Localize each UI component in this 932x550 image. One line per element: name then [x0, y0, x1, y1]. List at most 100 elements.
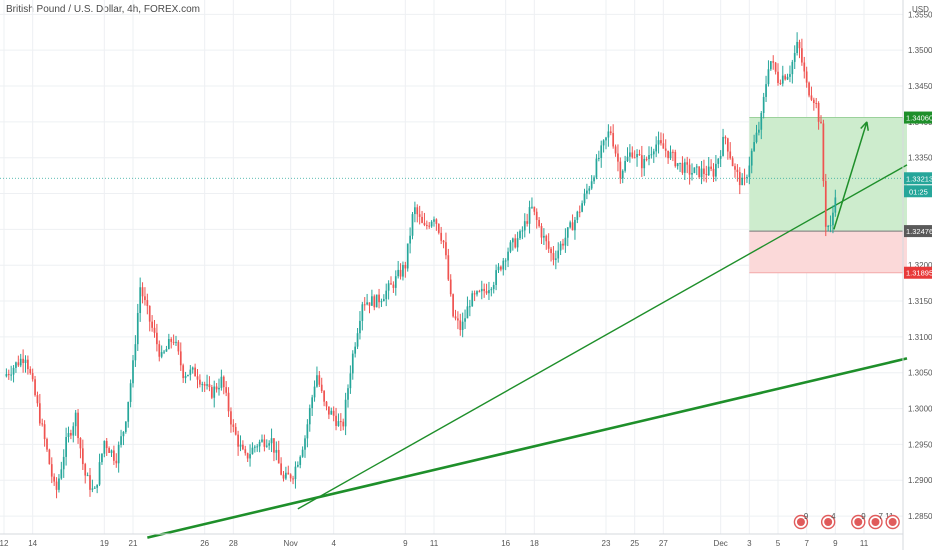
candle-body: [614, 146, 617, 154]
candle-body: [12, 367, 15, 375]
price-tick-label: 1.33500: [908, 154, 932, 163]
stop-price-label-box: [904, 266, 932, 279]
candle-body: [158, 344, 161, 357]
projection-arrow[interactable]: [833, 121, 869, 230]
candle-body: [789, 74, 791, 77]
candle-body: [588, 188, 591, 191]
candle-body: [640, 155, 643, 169]
candle-body: [103, 440, 106, 454]
candle-body: [719, 155, 722, 159]
candle-body: [748, 165, 751, 178]
event-badges[interactable]: 9 4 9 7 11: [793, 512, 900, 530]
candle-body: [433, 219, 435, 222]
candle-body: [404, 264, 407, 269]
candle-body: [796, 41, 798, 54]
candle-body: [667, 150, 669, 159]
candle-body: [351, 353, 354, 374]
candle-body: [519, 231, 521, 239]
candle-body: [454, 316, 457, 319]
candle-body: [349, 373, 352, 389]
candle-body: [402, 264, 404, 277]
candle-body: [504, 260, 507, 262]
candle-body: [478, 291, 481, 293]
candle-body: [774, 62, 777, 72]
candle-body: [220, 376, 223, 388]
candle-body: [423, 222, 426, 225]
candle-body: [201, 384, 204, 386]
candle-body: [191, 367, 194, 370]
arrow-head: [860, 121, 868, 129]
candle-body: [755, 132, 758, 143]
candle-body: [394, 276, 397, 288]
candle-body: [617, 153, 619, 162]
candle-body: [93, 487, 96, 489]
candle-body: [132, 360, 134, 384]
candle-body: [511, 238, 514, 243]
candle-body: [765, 84, 767, 97]
candle-body: [294, 466, 297, 480]
candle-body: [812, 99, 815, 104]
candle-body: [53, 476, 56, 482]
candle-body: [225, 387, 228, 393]
candle-body: [50, 464, 53, 477]
candle-body: [437, 223, 440, 233]
candle-body: [808, 82, 810, 96]
candle-body: [194, 367, 196, 377]
time-tick-label: 5: [776, 539, 781, 548]
candle-body: [249, 454, 251, 459]
candle-body: [440, 232, 443, 241]
candle-body: [655, 144, 658, 152]
candle-body: [710, 166, 712, 169]
candle-body: [332, 410, 335, 416]
candle-body: [447, 255, 450, 280]
candle-body: [695, 166, 698, 168]
candle-body: [683, 162, 686, 173]
trendlines[interactable]: [147, 164, 908, 539]
price-labels: 1.34060 1.33213 1.32476 1.31895 01:25: [904, 111, 932, 279]
candle-body: [134, 344, 137, 361]
time-tick-label: 3: [747, 539, 752, 548]
candle-body: [27, 359, 29, 370]
candle-body: [781, 75, 784, 84]
candle-body: [285, 472, 287, 479]
candle-body: [397, 269, 400, 277]
candle-body: [724, 136, 727, 139]
candle-body: [289, 474, 292, 479]
candle-body: [399, 269, 402, 277]
candle-body: [187, 374, 189, 376]
trendline: [297, 164, 908, 510]
candle-body: [113, 450, 115, 461]
candle-body: [466, 306, 469, 319]
candle-body: [421, 216, 423, 223]
candle-body: [777, 71, 779, 83]
candle-body: [703, 168, 705, 174]
candle-body: [339, 421, 342, 423]
candle-body: [734, 166, 736, 170]
candle-body: [449, 279, 452, 295]
candle-body: [571, 222, 574, 231]
candle-body: [5, 374, 8, 377]
candle-body: [817, 103, 820, 122]
candle-body: [660, 140, 662, 144]
time-axis[interactable]: 12 14 19 21 26 28 Nov 4 9 11 16 18 23 25 27 Dec 3 5 7 9 11: [0, 539, 869, 548]
price-tick-label: 1.35500: [908, 10, 932, 19]
candle-body: [22, 358, 24, 363]
candle-body: [120, 436, 122, 445]
candle-body: [156, 332, 158, 345]
time-tick-label: 9: [833, 539, 838, 548]
candle-body: [480, 288, 483, 292]
candle-body: [359, 320, 361, 334]
time-tick-label: 28: [229, 539, 238, 548]
candle-body: [425, 224, 428, 226]
candle-body: [146, 300, 149, 306]
price-tick-label: 1.28500: [908, 512, 932, 521]
candle-body: [153, 327, 156, 333]
price-tick-label: 1.35000: [908, 46, 932, 55]
candle-body: [189, 369, 192, 375]
candle-body: [550, 248, 552, 254]
candle-body: [7, 374, 10, 376]
candle-body: [538, 219, 540, 227]
candle-body: [664, 148, 667, 151]
price-axis[interactable]: 1.355001.350001.345001.340001.335001.330…: [908, 10, 932, 521]
